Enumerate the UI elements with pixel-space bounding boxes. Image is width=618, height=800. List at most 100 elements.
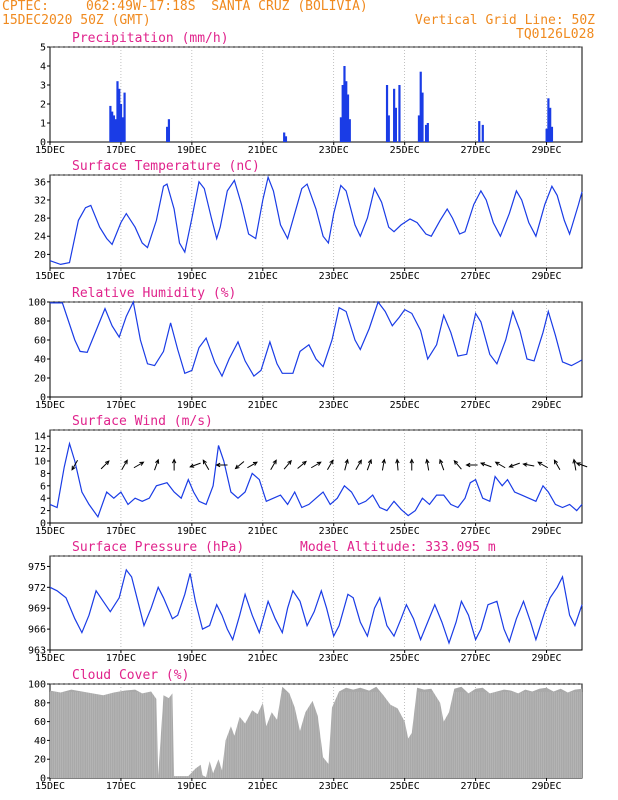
precip-bar [547,98,550,142]
plot-frame [49,174,583,269]
panel-title: Precipitation (mm/h) [72,31,229,46]
precip-bar [417,115,421,142]
wind-arrow [409,458,414,471]
wind-arrow-shaft [576,462,588,468]
wind-arrow-shaft [100,460,110,470]
wind-arrow-shaft [154,459,159,471]
wind-arrow-head [395,458,400,464]
y-tick-label: 0 [40,774,46,785]
panel-5: 0 20 40 60 80 100 15DEC 17DEC 19DEC 21DEC 23DEC 25D… [28,680,583,792]
wind-arrow-shaft [121,459,128,471]
wind-arrow [355,459,362,471]
panel-title: Cloud Cover (%) [72,668,189,683]
y-tick-label: 24 [34,232,46,243]
precip-bar [339,117,343,142]
precip-bar [345,81,348,142]
panel-annotation: Model Altitude: 333.095 m [300,540,496,555]
precip-bar [166,126,169,142]
wind-arrow-head [316,461,322,466]
panel-4: 963 966 969 972 975 15DEC 17DEC 19DEC 21DEC 23DEC… [28,555,583,664]
wind-arrow-head [215,462,221,468]
x-tick-label: 21DEC [248,781,278,792]
panel-title: Surface Pressure (hPa) [72,540,244,555]
wind-arrow [522,462,535,467]
wind-arrow-head [572,458,577,464]
wind-arrow [171,458,177,471]
y-tick-label: 963 [28,646,46,657]
x-tick-label: 15DEC [35,400,65,411]
precip-bar [346,94,350,142]
panel-1: 20 24 28 32 36 15DEC 17DEC 19DEC 21DEC 23DEC 25DEC… [34,174,583,282]
wind-arrow-shaft [344,459,349,471]
precip-bar [385,85,389,142]
wind-arrow-head [202,459,207,465]
x-tick-label: 19DEC [177,271,207,282]
y-tick-label: 40 [34,736,46,747]
precip-bar [283,132,286,142]
precip-bar [421,92,424,142]
y-tick-label: 966 [28,625,46,636]
x-tick-label: 17DEC [106,653,136,664]
y-tick-label: 4 [40,494,46,505]
precip-bar [545,128,548,142]
wind-arrow-shaft [537,461,548,469]
wind-arrow-head [409,458,414,464]
wind-arrow-head [381,458,386,464]
panel-2: 0 20 40 60 80 100 15DEC 17DEC 19DEC 21DEC 23DEC 25D… [28,298,583,411]
x-tick-label: 19DEC [177,145,207,156]
x-tick-label: 29DEC [531,271,561,282]
x-tick-label: 17DEC [106,781,136,792]
wind-arrow [508,462,520,468]
precip-bar [549,107,552,142]
x-tick-label: 23DEC [319,145,349,156]
x-tick-label: 21DEC [248,653,278,664]
y-tick-label: 5 [40,43,46,54]
precip-bar [112,115,116,142]
wind-arrow-shaft [283,460,292,470]
wind-arrow-shaft [235,461,245,469]
wind-arrow-head [71,465,76,471]
plot-frame [49,555,583,651]
x-tick-label: 23DEC [319,400,349,411]
wind-arrow [154,458,160,471]
wind-arrow [494,461,506,469]
precip-bar [109,105,112,142]
wind-arrow-head [439,458,444,464]
precip-bar [111,111,114,142]
wind-arrow-shaft [523,463,535,467]
y-tick-label: 100 [28,680,46,691]
x-tick-label: 21DEC [248,271,278,282]
y-tick-label: 0 [40,393,46,404]
precip-bar [348,119,351,142]
x-tick-label: 17DEC [106,526,136,537]
y-tick-label: 1 [40,119,46,130]
wind-arrow-head [344,458,349,464]
wind-arrow [381,458,386,471]
wind-arrow-head [465,462,471,468]
x-tick-label: 23DEC [319,526,349,537]
wind-arrow-head [537,461,543,466]
wind-arrow-shaft [202,459,210,471]
wind-arrow-shaft [453,460,462,470]
precip-bar [341,85,344,142]
wind-arrow-shaft [495,461,506,469]
wind-arrow [202,459,210,471]
wind-arrow-shaft [439,459,445,471]
precip-bar [393,88,396,142]
x-tick-label: 29DEC [531,781,561,792]
wind-arrow-shaft [133,461,144,469]
header-run: 15DEC2020 50Z (GMT) [2,13,151,28]
wind-arrow-head [357,459,362,465]
x-tick-label: 19DEC [177,653,207,664]
precip-bar [284,136,288,142]
wind-arrow-shaft [71,459,79,471]
wind-arrow-head [287,459,292,465]
wind-arrow-shaft [366,459,372,471]
precip-bar [119,104,123,142]
wind-arrow-head [425,458,430,464]
x-tick-label: 25DEC [390,526,420,537]
precip-bar [118,88,121,142]
panel-title: Relative Humidity (%) [72,286,236,301]
x-tick-label: 19DEC [177,400,207,411]
x-tick-label: 27DEC [461,400,491,411]
